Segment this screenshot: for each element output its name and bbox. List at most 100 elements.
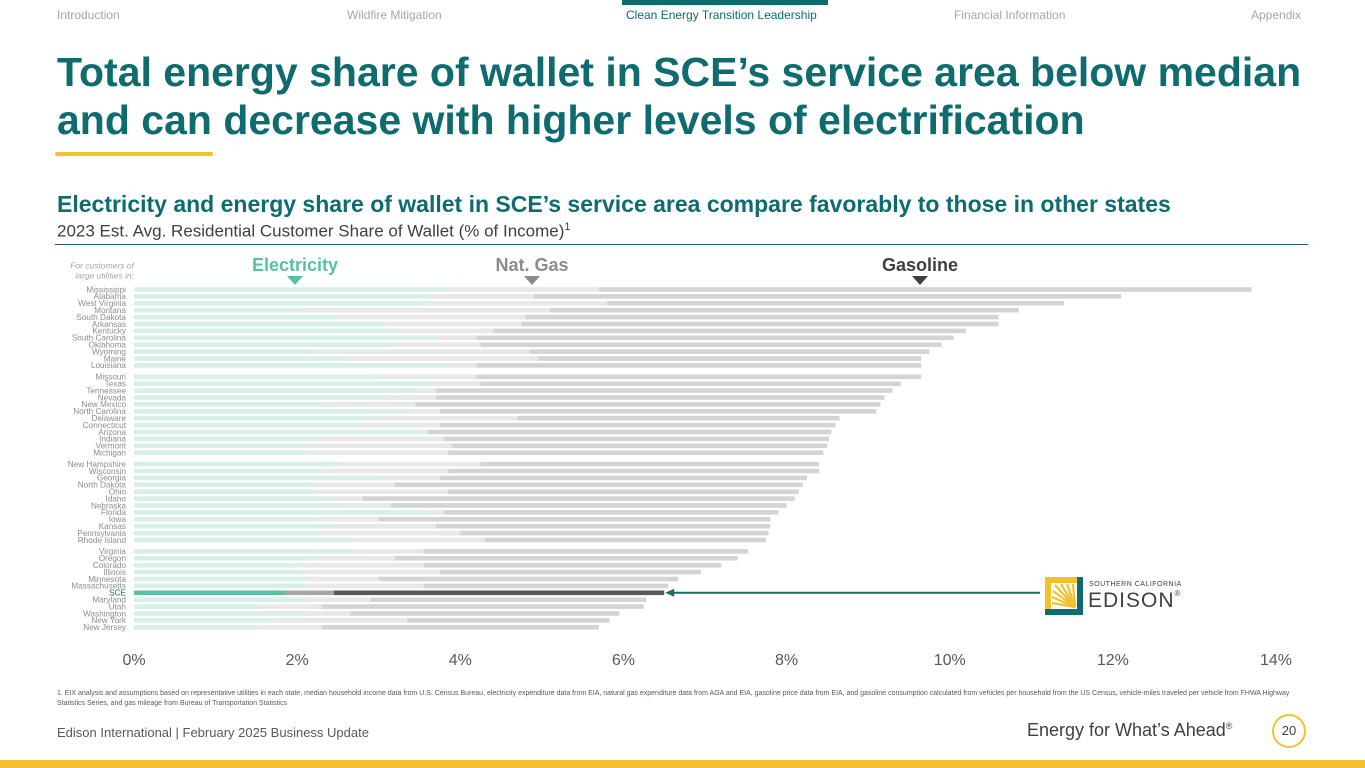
bar-electricity	[134, 517, 314, 522]
bar-nat-gas	[346, 356, 538, 361]
bar-nat-gas	[354, 537, 485, 543]
logo-wordmark: EDISON®	[1088, 589, 1181, 613]
bar-electricity	[134, 604, 257, 609]
series-marker-icon	[524, 276, 540, 285]
edison-logo: SOUTHERN CALIFORNIA EDISON®	[1045, 577, 1185, 615]
nav-appendix[interactable]: Appendix	[1251, 8, 1302, 22]
state-label: Missouri	[96, 373, 127, 382]
bar-electricity	[134, 395, 387, 400]
bar-nat-gas	[427, 381, 481, 386]
bar-nat-gas	[443, 363, 477, 368]
bar-electricity	[134, 328, 404, 334]
state-label: Wyoming	[92, 347, 126, 356]
bar-nat-gas	[346, 503, 391, 508]
state-label: Kentucky	[92, 327, 127, 336]
bar-nat-gas	[321, 402, 416, 407]
state-label: Illinois	[103, 568, 126, 577]
bar-gasoline	[476, 363, 922, 368]
active-section-indicator	[622, 0, 828, 5]
state-label: Arizona	[98, 428, 126, 437]
page-number: 20	[1272, 714, 1306, 748]
bar-nat-gas	[313, 556, 396, 561]
bar-nat-gas	[321, 530, 461, 536]
bar-gasoline	[476, 374, 922, 380]
bar-electricity	[134, 583, 306, 589]
bar-gasoline	[378, 517, 771, 522]
nav-wildfire-mitigation[interactable]: Wildfire Mitigation	[347, 8, 442, 22]
bar-electricity	[134, 562, 298, 568]
state-label: Delaware	[91, 414, 126, 423]
section-nav: Introduction Wildfire Mitigation Clean E…	[0, 0, 1365, 30]
bar-electricity	[134, 429, 424, 435]
nav-introduction[interactable]: Introduction	[57, 8, 120, 22]
bar-nat-gas	[386, 321, 522, 327]
bar-gasoline	[517, 415, 840, 421]
bar-nat-gas	[297, 307, 551, 313]
state-label: SCE	[109, 589, 126, 598]
bar-electricity	[134, 402, 322, 407]
bar-nat-gas	[305, 597, 371, 602]
bar-gasoline	[448, 489, 799, 494]
bar-gasoline	[484, 537, 767, 543]
bar-gasoline	[390, 503, 787, 508]
bar-nat-gas	[378, 475, 440, 481]
bar-electricity	[134, 569, 306, 575]
state-label: Virginia	[99, 547, 127, 556]
bar-nat-gas	[386, 395, 436, 400]
state-label: Maine	[104, 354, 127, 363]
bar-gasoline	[395, 556, 738, 561]
nav-clean-energy[interactable]: Clean Energy Transition Leadership	[626, 8, 817, 22]
bar-electricity	[134, 611, 306, 616]
bar-nat-gas	[313, 349, 530, 354]
state-label: Texas	[105, 380, 126, 389]
x-tick-label: 12%	[1097, 652, 1129, 669]
bar-gasoline	[370, 597, 647, 602]
footer-registered-mark: ®	[1225, 721, 1233, 731]
bar-electricity	[134, 356, 347, 361]
bar-gasoline	[439, 475, 807, 481]
logo-registered-mark: ®	[1174, 589, 1182, 598]
bar-electricity	[134, 556, 314, 561]
bar-gasoline	[415, 402, 881, 407]
state-label: Ohio	[109, 488, 127, 497]
bar-nat-gas	[435, 294, 534, 299]
bar-nat-gas	[256, 625, 322, 630]
bar-electricity	[134, 287, 453, 292]
nav-financial-information[interactable]: Financial Information	[954, 8, 1066, 22]
bar-electricity	[134, 503, 347, 508]
state-label: Arkansas	[92, 320, 126, 329]
state-label: Kansas	[99, 522, 126, 531]
x-tick-label: 2%	[286, 652, 309, 669]
bar-nat-gas	[403, 328, 493, 334]
x-tick-label: 8%	[775, 652, 798, 669]
state-label: Colorado	[93, 561, 127, 570]
bar-nat-gas	[403, 409, 440, 414]
bar-nat-gas	[305, 583, 424, 589]
bar-electricity	[134, 450, 306, 455]
bar-electricity	[134, 374, 379, 380]
bar-electricity	[134, 363, 444, 368]
state-label: South Dakota	[76, 313, 126, 322]
bar-nat-gas	[435, 335, 477, 341]
state-label: Oklahoma	[89, 341, 127, 350]
bar-nat-gas	[305, 450, 449, 455]
bar-nat-gas	[427, 510, 444, 515]
state-label: Massachusetts	[71, 582, 126, 591]
row-header-line1: For customers of	[70, 261, 135, 271]
x-tick-label: 6%	[612, 652, 635, 669]
bar-gasoline	[423, 583, 669, 589]
bar-nat-gas	[337, 314, 526, 320]
bar-nat-gas	[313, 517, 379, 522]
bar-gasoline	[533, 294, 1122, 299]
state-label: Rhode Island	[78, 536, 127, 545]
bar-gasoline	[476, 335, 954, 341]
bar-nat-gas	[452, 287, 599, 292]
state-label: Michigan	[93, 449, 126, 458]
bar-nat-gas	[378, 415, 518, 421]
bar-electricity	[134, 294, 436, 299]
bar-nat-gas	[337, 461, 481, 467]
bar-nat-gas	[395, 342, 481, 347]
state-label: Louisiana	[91, 361, 126, 370]
state-label: South Carolina	[72, 334, 127, 343]
